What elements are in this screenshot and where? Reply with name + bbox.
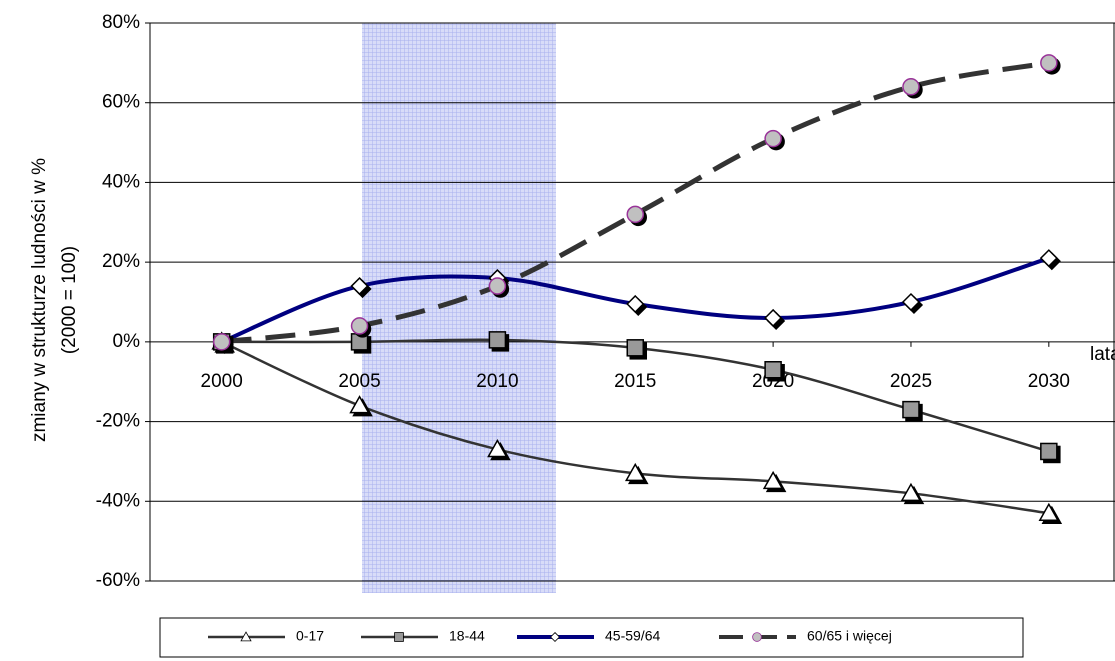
marker xyxy=(212,333,231,351)
legend-label: 18-44 xyxy=(449,628,485,644)
x-tick-label: 2025 xyxy=(890,371,932,392)
x-axis-label: lata xyxy=(1090,344,1115,365)
y-tick-label: -60% xyxy=(96,570,140,591)
marker xyxy=(902,400,920,419)
legend-marker xyxy=(550,632,560,642)
marker xyxy=(624,462,646,482)
marker xyxy=(762,470,784,490)
marker xyxy=(487,438,508,458)
marker xyxy=(1040,442,1058,461)
marker xyxy=(349,395,370,414)
y-tick-label: 60% xyxy=(102,92,140,113)
marker xyxy=(626,205,645,224)
legend-label: 0-17 xyxy=(296,628,324,644)
marker xyxy=(764,361,782,379)
y-tick-label: -40% xyxy=(96,490,140,511)
y-axis-label: zmiany w strukturze ludności w % xyxy=(29,158,50,442)
x-tick-label: 2010 xyxy=(476,371,518,392)
marker xyxy=(488,277,507,295)
series-line xyxy=(221,340,1050,515)
legend-marker xyxy=(240,631,252,642)
marker xyxy=(626,339,645,357)
x-tick-label: 2015 xyxy=(614,371,656,392)
legend-label: 60/65 i więcej xyxy=(807,628,892,644)
y-axis-label: (2000 = 100) xyxy=(59,246,80,354)
legend-label: 45-59/64 xyxy=(605,628,660,644)
y-tick-label: 80% xyxy=(102,12,140,33)
marker xyxy=(350,317,369,335)
x-tick-label: 2030 xyxy=(1028,371,1070,392)
marker xyxy=(764,308,783,328)
marker xyxy=(1038,502,1060,521)
highlight-band xyxy=(362,23,556,593)
x-tick-label: 2005 xyxy=(338,371,380,392)
marker xyxy=(350,276,369,296)
y-tick-label: -20% xyxy=(96,411,140,432)
marker xyxy=(900,482,922,502)
marker xyxy=(488,331,507,349)
marker xyxy=(764,129,782,148)
marker xyxy=(901,292,921,312)
legend xyxy=(159,617,1024,658)
y-tick-label: 0% xyxy=(113,331,141,352)
marker xyxy=(902,78,920,96)
y-tick-label: 40% xyxy=(102,171,140,192)
legend-marker xyxy=(752,632,762,642)
x-tick-label: 2000 xyxy=(201,371,243,392)
y-tick-label: 20% xyxy=(102,251,140,272)
marker xyxy=(1039,249,1058,268)
marker xyxy=(626,294,645,314)
marker xyxy=(1040,54,1058,72)
legend-marker xyxy=(394,632,404,642)
